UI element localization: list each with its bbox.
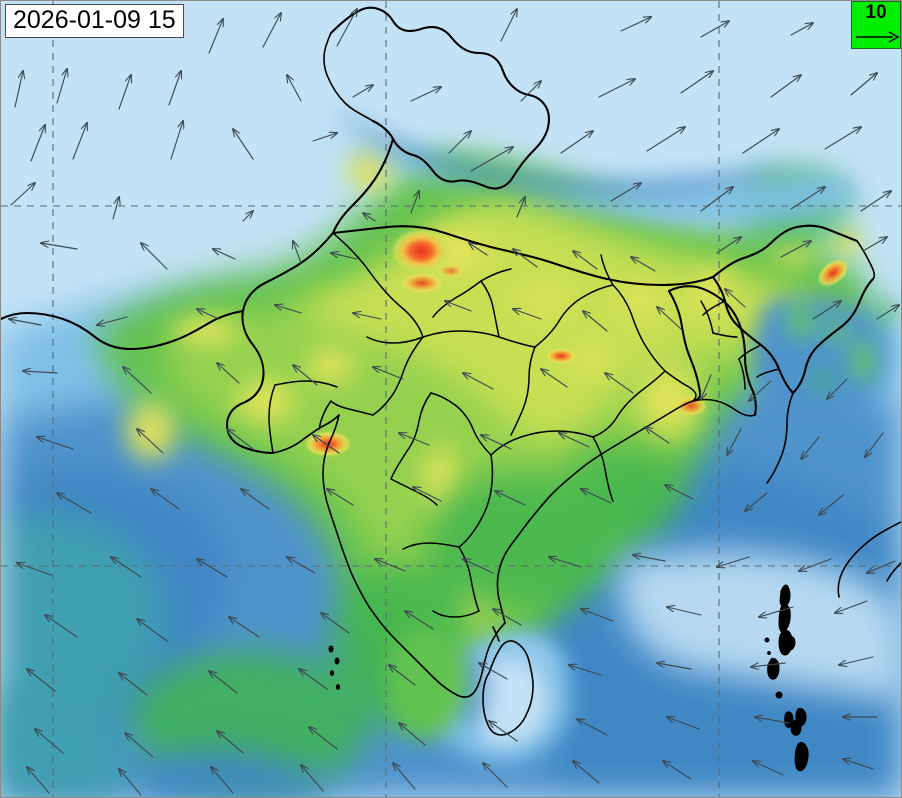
wind-scale-legend: 10 <box>851 1 901 49</box>
wind-scale-value: 10 <box>865 2 887 23</box>
maldives-islands <box>328 645 341 690</box>
wind-vector-arrow-icon <box>856 31 899 43</box>
timestamp-label: 2026-01-09 15 <box>5 4 184 38</box>
andaman-nicobar-islands <box>764 584 809 772</box>
